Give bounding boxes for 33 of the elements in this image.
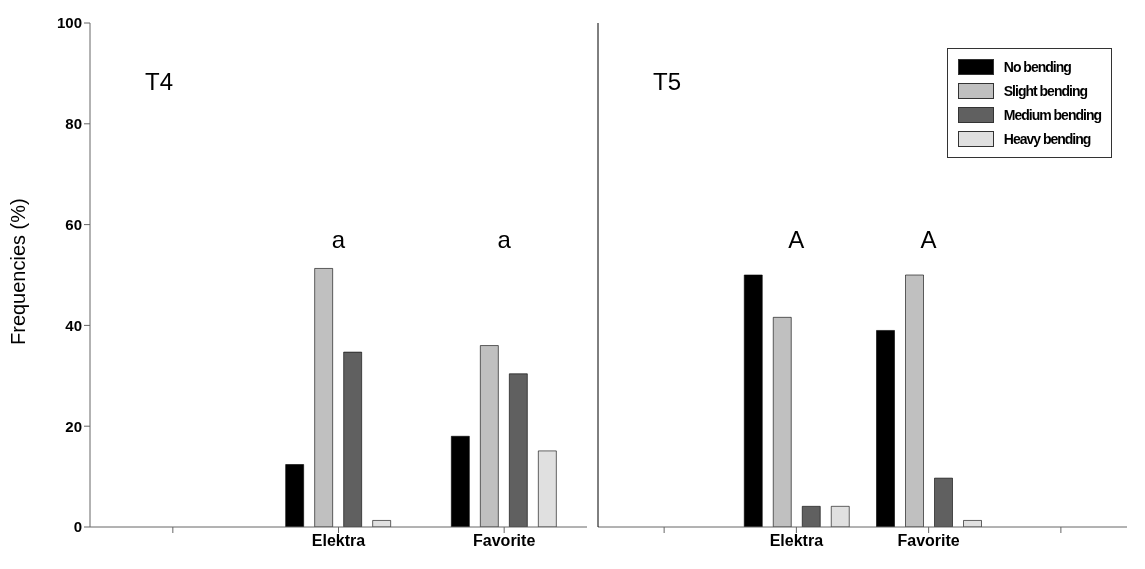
- annotation: A: [788, 225, 805, 254]
- annotation: a: [497, 225, 511, 254]
- annotation: A: [920, 225, 937, 254]
- bar: [743, 274, 763, 527]
- bar: [480, 345, 499, 527]
- y-tick-label: 40: [65, 316, 82, 334]
- legend-label: Slight bending: [1003, 82, 1087, 101]
- bar: [830, 506, 850, 527]
- y-tick-label: 100: [56, 14, 82, 32]
- bar: [372, 520, 391, 527]
- x-tick-label: Favorite: [897, 532, 960, 550]
- bar: [905, 274, 924, 527]
- bar: [772, 317, 792, 527]
- bar: [538, 450, 557, 527]
- annotation: T4: [145, 68, 174, 96]
- bar: [285, 464, 304, 527]
- legend-label: Medium bending: [1003, 106, 1101, 125]
- bar: [314, 268, 333, 527]
- y-tick-label: 0: [73, 518, 82, 536]
- y-tick-label: 80: [65, 115, 82, 133]
- bar: [963, 520, 982, 527]
- y-tick-label: 20: [65, 417, 82, 435]
- bar: [451, 435, 470, 527]
- bar: [876, 330, 895, 527]
- x-tick-label: Elektra: [769, 532, 824, 550]
- legend-label: No bending: [1003, 58, 1071, 77]
- annotation: T5: [653, 68, 682, 96]
- annotation: a: [331, 225, 346, 254]
- y-tick-label: 60: [65, 215, 82, 233]
- x-tick-label: Favorite: [473, 532, 536, 550]
- y-axis-title: Frequencies (%): [7, 198, 30, 345]
- legend-label: Heavy bending: [1003, 130, 1091, 149]
- x-tick-label: Elektra: [311, 532, 366, 550]
